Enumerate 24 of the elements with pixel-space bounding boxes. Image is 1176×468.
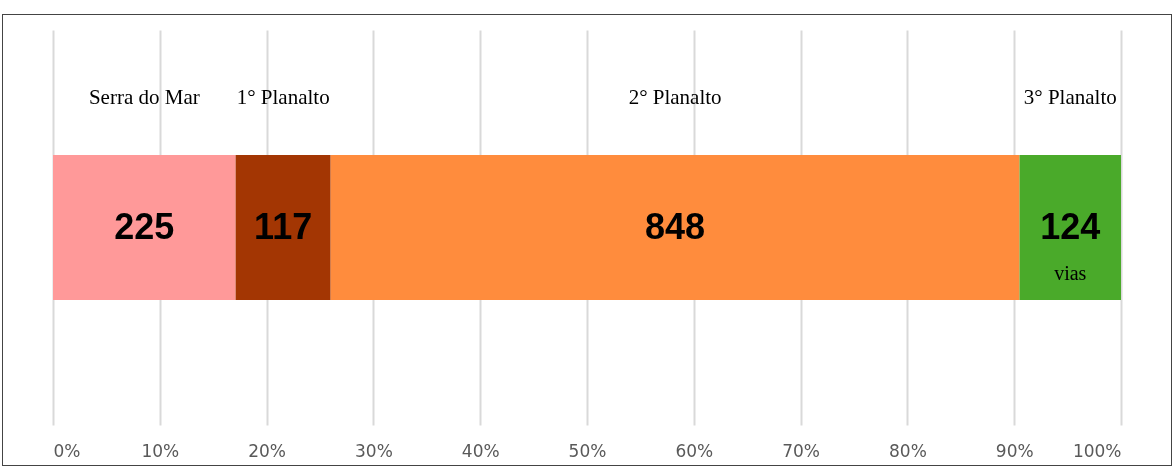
x-tick-label: 70% xyxy=(782,440,820,461)
annotation: 225 xyxy=(114,205,175,247)
text: 1° Planalto xyxy=(236,84,330,109)
annotation: 848 xyxy=(645,205,706,247)
bar xyxy=(53,155,236,300)
bar xyxy=(1019,155,1121,300)
x-tick-label: 80% xyxy=(889,440,927,461)
text: Serra do Mar xyxy=(88,84,200,109)
annotation: vias xyxy=(1054,261,1087,284)
x-tick-label: 40% xyxy=(461,440,500,461)
x-tick-label: 60% xyxy=(675,440,714,461)
x-tick-label: 100% xyxy=(1072,440,1122,461)
annotation: 124 xyxy=(1040,205,1101,247)
x-tick-label: 90% xyxy=(995,440,1034,461)
x-tick-label: 50% xyxy=(568,440,607,461)
annotation: 117 xyxy=(254,205,313,247)
x-tick-label: 20% xyxy=(248,440,286,461)
bar xyxy=(330,155,1020,300)
bar xyxy=(235,155,331,300)
text: 3° Planalto xyxy=(1023,84,1117,109)
x-tick-label: 0% xyxy=(53,440,81,461)
text: 2° Planalto xyxy=(628,84,722,109)
x-tick-label: 10% xyxy=(141,440,180,461)
x-tick-label: 30% xyxy=(355,440,393,461)
